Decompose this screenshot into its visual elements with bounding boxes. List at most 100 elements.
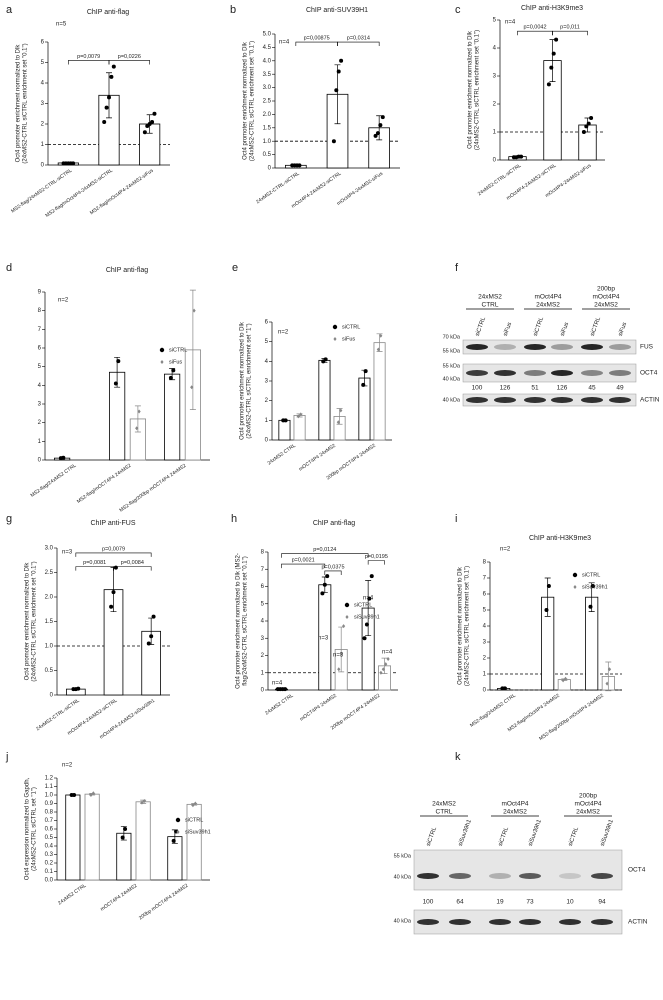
- data-point: [586, 121, 591, 126]
- y-tick-label: 0.7: [45, 818, 54, 824]
- p-value: p=0,0375: [321, 564, 344, 570]
- n-label: n=3: [318, 636, 329, 642]
- y-tick-label: 1.2: [45, 776, 54, 782]
- blot-band: [489, 919, 511, 925]
- n-label: n=2: [58, 298, 69, 304]
- blot-band: [466, 370, 488, 376]
- data-point: [146, 641, 151, 646]
- bar: [186, 803, 202, 881]
- blot-band: [581, 397, 603, 403]
- data-point: [378, 123, 383, 128]
- y-tick-label: 0: [268, 166, 272, 172]
- y-tick-label: 1: [265, 418, 269, 424]
- x-tick-label: 24xMS2 CTRL: [264, 693, 294, 717]
- y-tick-label: 0.8: [45, 810, 54, 816]
- y-tick-label: 1.1: [45, 784, 54, 790]
- chart-title: ChIP anti-H3K9me3: [521, 5, 583, 12]
- y-axis-label: Oct4 expression normalized to Gapdh,: [25, 777, 31, 880]
- lane-label: siFus: [618, 322, 629, 338]
- y-tick-label: 0: [41, 163, 45, 169]
- y-tick-label: 1: [41, 142, 45, 148]
- y-tick-label: 9: [38, 290, 42, 296]
- band-quantification: 73: [526, 899, 534, 906]
- data-point: [362, 636, 367, 641]
- chart-title: ChIP anti-FUS: [91, 520, 136, 527]
- group-header: 24xMS2: [432, 801, 456, 808]
- p-value: p=0,0021: [292, 558, 315, 564]
- chart-title: ChIP anti-flag: [87, 9, 129, 16]
- panel-label: c: [455, 4, 461, 16]
- data-point: [168, 375, 173, 380]
- y-tick-label: 4: [483, 624, 487, 630]
- y-tick-label: 1.5: [45, 619, 54, 625]
- blot-strip: [462, 363, 637, 383]
- legend-marker: [573, 585, 577, 589]
- y-axis-label: Oct4 promoter enrichment normalized to D…: [240, 321, 246, 440]
- lane-label: siCTRL: [590, 316, 603, 337]
- y-tick-label: 0.5: [263, 152, 272, 158]
- y-axis-label: Oct4 promoter enrichment normalized to D…: [25, 562, 31, 681]
- group-header: 24xMS2: [503, 809, 527, 816]
- significance-bracket: [552, 30, 588, 36]
- data-point: [123, 827, 128, 831]
- y-axis-label: (24xMS2-CTRL siCTRL enrichment set "0.1"…: [250, 41, 256, 161]
- data-point: [171, 838, 176, 843]
- blot-band: [591, 919, 613, 925]
- blot-band: [524, 344, 546, 350]
- y-tick-label: 8: [261, 550, 265, 556]
- data-point: [120, 835, 125, 840]
- y-tick-label: 8: [483, 560, 487, 566]
- y-tick-label: 0: [50, 693, 54, 699]
- group-header: CTRL: [482, 302, 499, 309]
- data-point: [605, 681, 609, 686]
- y-tick-label: 2.5: [263, 99, 272, 105]
- data-point: [104, 105, 109, 110]
- data-point: [331, 139, 336, 144]
- x-tick-label: MS2-flag/mOct4P4-24xMS2-siCTRL: [44, 168, 114, 219]
- y-axis-label: (24xMS2-CTRL siCTRL enrichment set "1"): [247, 323, 253, 438]
- data-point: [283, 418, 288, 423]
- data-point: [191, 803, 195, 808]
- size-marker: 40 kDa: [443, 397, 461, 403]
- data-point: [71, 161, 76, 166]
- size-marker: 55 kDa: [394, 853, 412, 859]
- data-point: [546, 82, 551, 87]
- significance-bracket: [517, 30, 553, 36]
- y-tick-label: 2.0: [45, 595, 54, 601]
- blot-band: [494, 397, 516, 403]
- x-tick-label: mOCT4P4 24xMS2: [299, 693, 338, 723]
- n-label: n=2: [500, 547, 511, 553]
- bar: [557, 679, 571, 691]
- lane-label: siCTRL: [533, 316, 546, 337]
- blot-band: [494, 370, 516, 376]
- blot-strip: [462, 393, 637, 407]
- bar: [65, 794, 81, 881]
- significance-bracket: [367, 560, 385, 565]
- y-tick-label: 2: [41, 122, 45, 128]
- legend-label: siCTRL: [185, 817, 203, 823]
- y-axis-label: Oct4 promoter enrichment normalized to D…: [468, 30, 474, 149]
- error-bar: [334, 64, 341, 125]
- data-point: [379, 333, 383, 338]
- data-point: [381, 667, 385, 672]
- blot-band: [466, 344, 488, 350]
- x-tick-label: 24xMS2-CTRL-siCTRL: [255, 171, 301, 206]
- y-tick-label: 5: [265, 339, 269, 345]
- error-bar: [336, 408, 343, 425]
- n-label: n=4: [363, 596, 374, 602]
- x-tick-label: 200bp mOCT4P4 24xMS2: [330, 693, 382, 732]
- blot-band: [524, 370, 546, 376]
- data-point: [367, 596, 372, 601]
- x-tick-label: mOCT4P4 24xMS2: [298, 443, 337, 473]
- blot-band: [609, 344, 631, 350]
- data-point: [135, 426, 139, 431]
- blot-band: [609, 370, 631, 376]
- significance-bracket: [324, 570, 342, 575]
- blot-band: [519, 873, 541, 879]
- panel-label: b: [230, 4, 236, 16]
- x-tick-label: mOct4P4-24xMS2-siFus: [336, 171, 384, 207]
- legend-label: siFus: [169, 359, 182, 365]
- y-axis-label: (24xMS2-CTRL siCTRL enrichment set "0.1"…: [475, 30, 481, 150]
- y-tick-label: 6: [261, 584, 265, 590]
- bar: [278, 419, 291, 441]
